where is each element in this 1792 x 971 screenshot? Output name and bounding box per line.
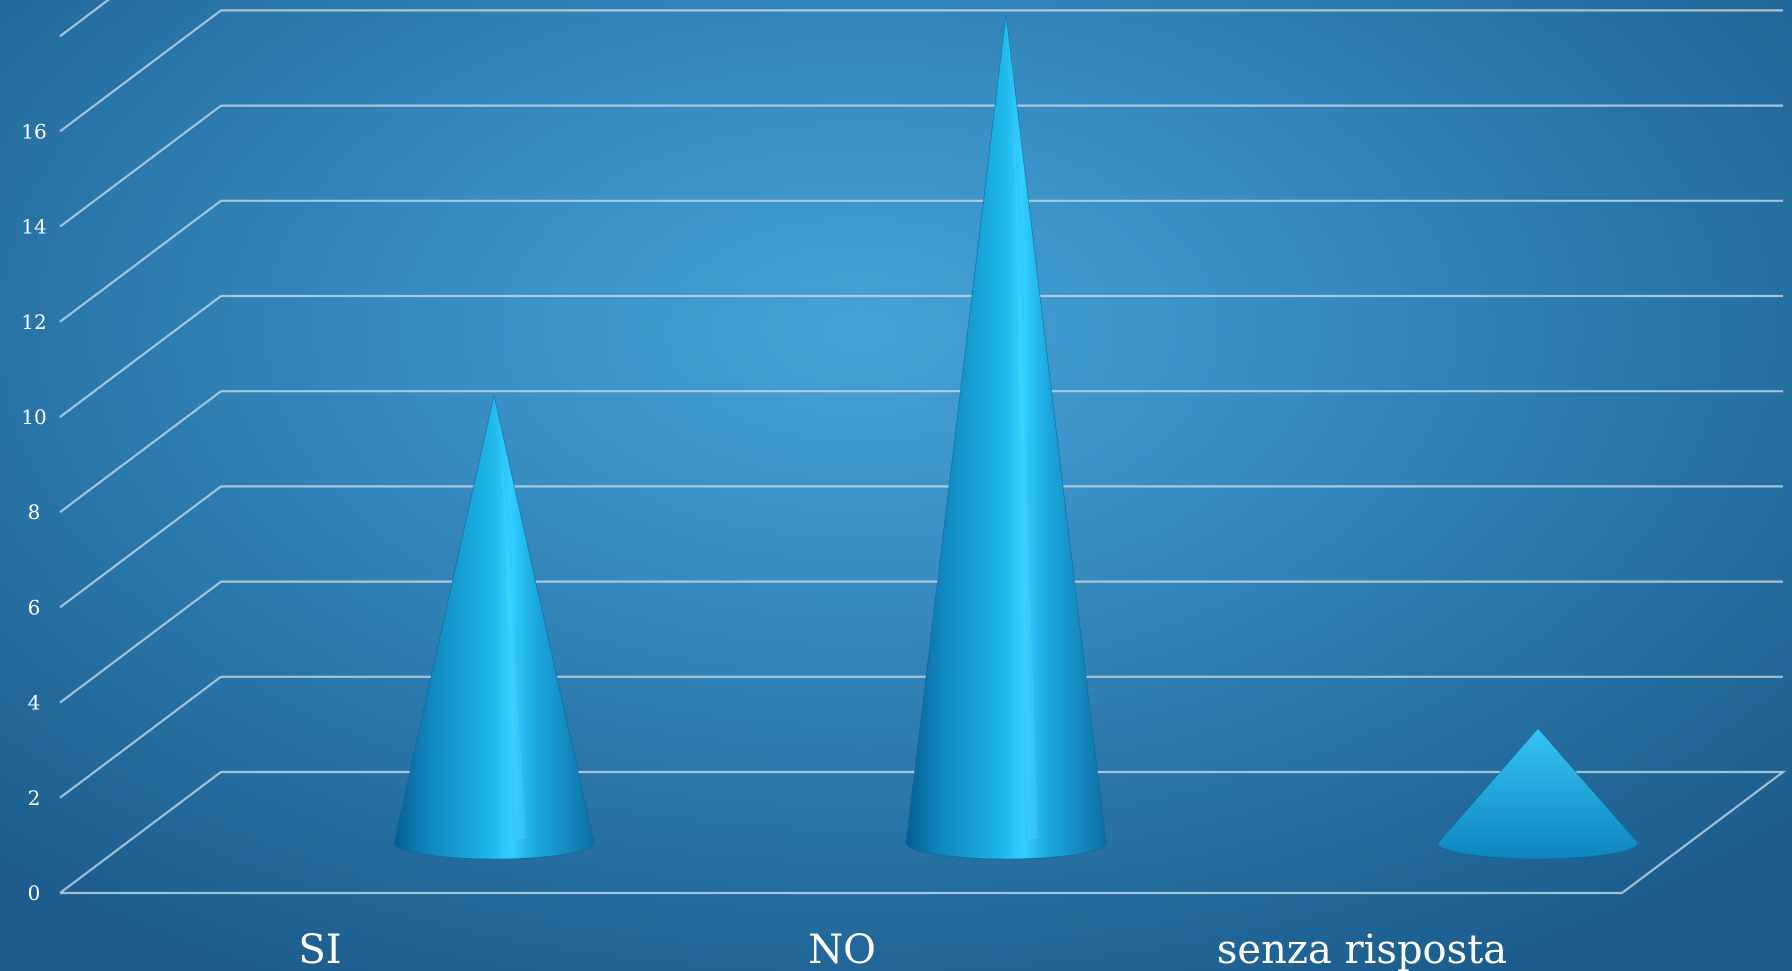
cone-bar — [905, 14, 1107, 860]
cone-highlight — [1012, 34, 1038, 839]
x-category-label: senza risposta — [1217, 927, 1507, 971]
gridline-side-4 — [59, 580, 222, 704]
cone-body — [905, 14, 1107, 860]
cone-highlight — [500, 415, 526, 839]
y-tick-label: 12 — [21, 310, 46, 334]
y-tick-label: 6 — [28, 595, 41, 619]
y-tick-label: 8 — [28, 500, 41, 524]
gridline-side-2 — [59, 675, 222, 799]
y-tick-label: 16 — [21, 119, 46, 143]
gridline-side-12 — [59, 199, 222, 323]
cone-body — [393, 395, 595, 860]
y-tick-label: 0 — [28, 881, 41, 905]
y-tick-label: 10 — [21, 405, 46, 429]
cone-body — [1437, 727, 1639, 860]
gridline-side-18 — [59, 0, 110, 38]
cone-bar — [393, 395, 595, 860]
gridline-side-8 — [59, 390, 222, 514]
gridline-side-10 — [59, 295, 222, 418]
cone-bar — [1437, 727, 1639, 860]
x-category-label: SI — [298, 927, 341, 971]
y-tick-label: 14 — [21, 215, 46, 239]
floor-plane — [59, 770, 1787, 895]
gridline-side-16 — [59, 9, 222, 133]
x-category-label: NO — [808, 927, 876, 971]
gridline-side-14 — [59, 104, 222, 228]
y-tick-label: 4 — [28, 691, 41, 715]
gridline-side-6 — [59, 485, 222, 609]
y-tick-label: 2 — [28, 786, 41, 810]
